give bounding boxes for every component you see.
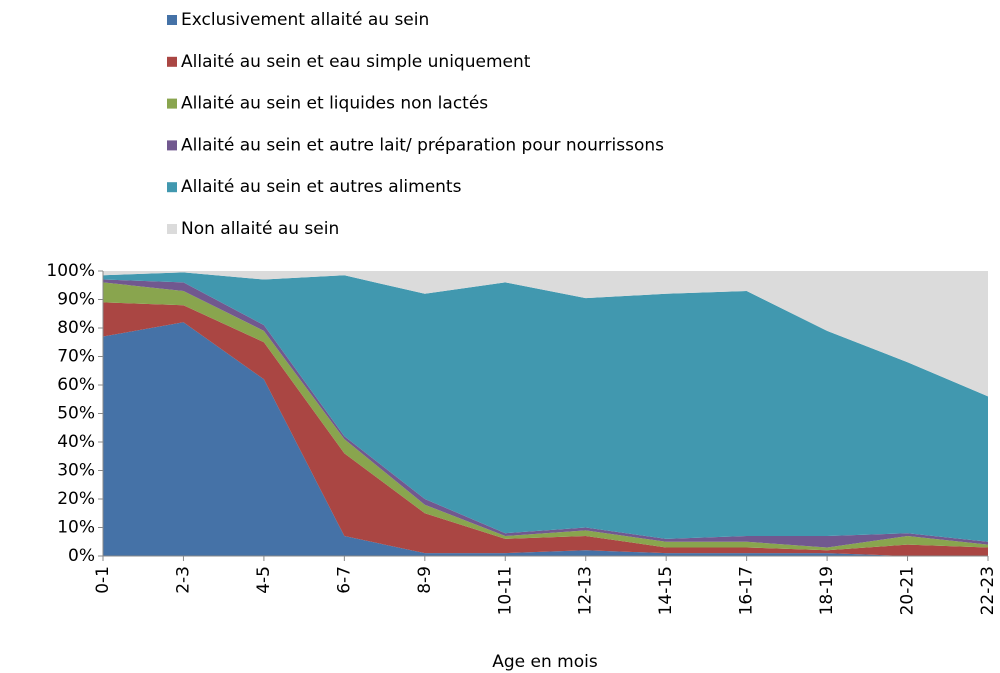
legend-label: Exclusivement allaité au sein bbox=[181, 10, 429, 30]
area bbox=[103, 271, 988, 397]
x-tick-label: 0-1 bbox=[93, 566, 113, 594]
y-tick-label: 80% bbox=[57, 318, 95, 338]
legend-swatch bbox=[167, 224, 177, 234]
legend-label: Non allaité au sein bbox=[181, 219, 339, 239]
legend-label: Allaité au sein et liquides non lactés bbox=[181, 94, 488, 114]
x-tick-label: 22-23 bbox=[978, 566, 998, 615]
x-tick-label: 12-13 bbox=[576, 566, 596, 615]
y-tick-label: 0% bbox=[68, 546, 95, 566]
y-tick-label: 30% bbox=[57, 461, 95, 481]
legend-swatch bbox=[167, 140, 177, 151]
area bbox=[103, 302, 988, 556]
x-tick-label: 8-9 bbox=[415, 566, 435, 594]
y-tick-label: 40% bbox=[57, 432, 95, 452]
y-tick-label: 60% bbox=[57, 375, 95, 395]
y-tick-label: 50% bbox=[57, 404, 95, 424]
x-tick-label: 20-21 bbox=[898, 566, 918, 615]
legend-label: Allaité au sein et eau simple uniquement bbox=[181, 52, 531, 72]
x-tick-label: 18-19 bbox=[817, 566, 837, 615]
legend-swatch bbox=[167, 182, 177, 193]
legend-swatch bbox=[167, 98, 177, 109]
legend-label: Allaité au sein et autre lait/ préparati… bbox=[181, 135, 664, 155]
y-tick-label: 90% bbox=[57, 290, 95, 310]
y-tick-label: 10% bbox=[57, 518, 95, 538]
x-tick-label: 14-15 bbox=[656, 566, 676, 615]
legend-swatch bbox=[167, 56, 177, 67]
x-tick-label: 6-7 bbox=[334, 566, 354, 594]
x-tick-label: 4-5 bbox=[254, 566, 274, 594]
legend-swatch bbox=[167, 15, 177, 25]
area bbox=[103, 322, 988, 556]
x-tick-label: 10-11 bbox=[495, 566, 515, 615]
legend-label: Allaité au sein et autres aliments bbox=[181, 177, 462, 197]
y-tick-label: 20% bbox=[57, 489, 95, 509]
x-tick-label: 2-3 bbox=[173, 566, 193, 594]
area bbox=[103, 272, 988, 542]
y-tick-label: 100% bbox=[46, 261, 95, 281]
x-tick-label: 16-17 bbox=[737, 566, 757, 615]
x-axis-title: Age en mois bbox=[492, 652, 598, 672]
y-tick-label: 70% bbox=[57, 347, 95, 367]
